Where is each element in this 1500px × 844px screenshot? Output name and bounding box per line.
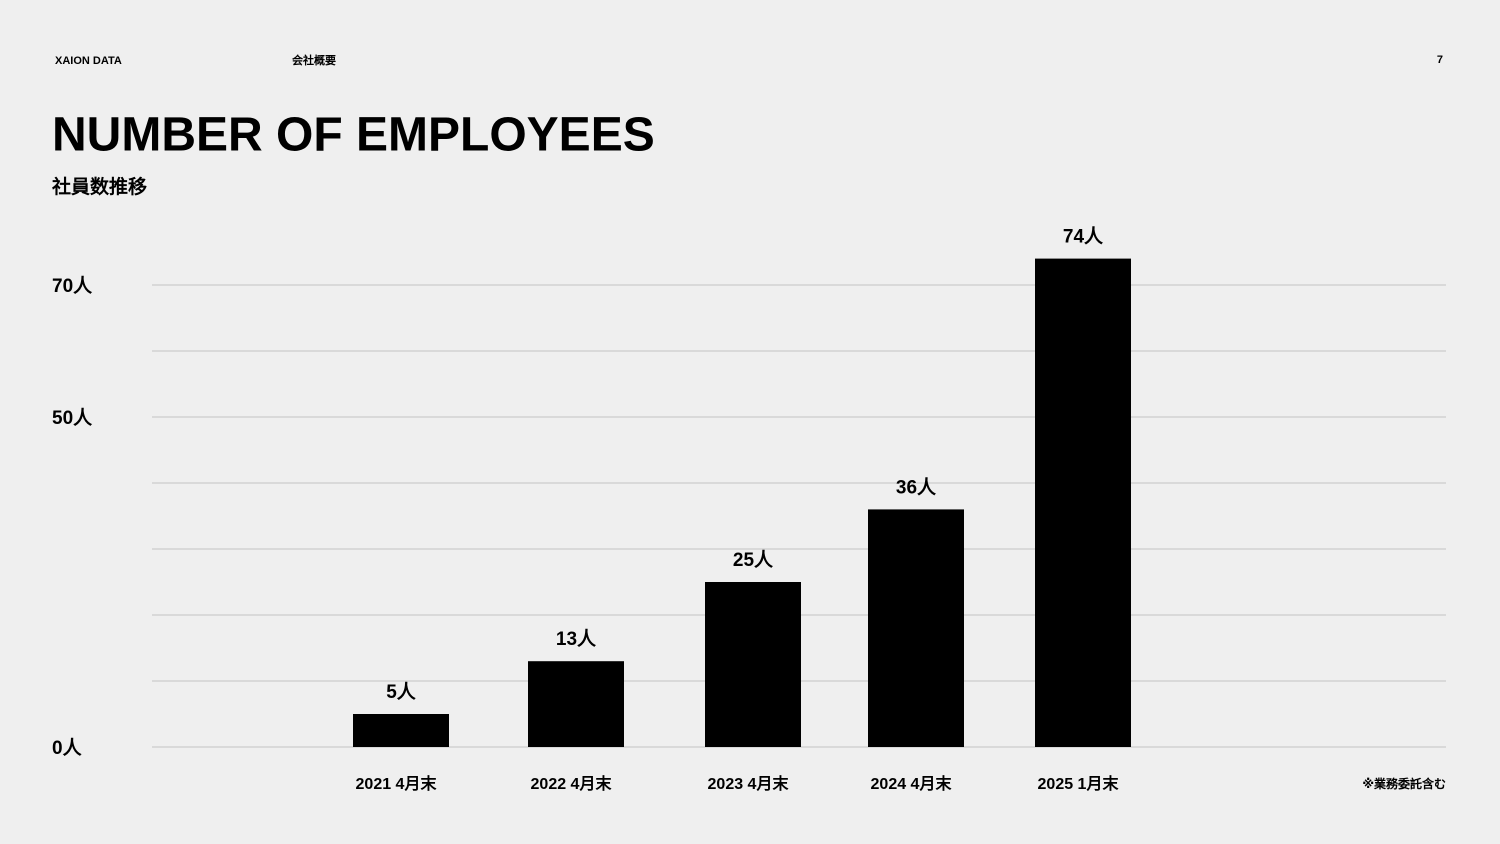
chart-title: NUMBER OF EMPLOYEES [52, 109, 655, 162]
bar [705, 582, 801, 747]
data-label: 25人 [733, 549, 774, 571]
brand: XAION DATA [55, 55, 122, 67]
x-tick-label: 2023 4月末 [708, 774, 790, 793]
y-tick-label: 50人 [52, 407, 93, 429]
y-tick-label: 0人 [52, 737, 83, 759]
bar [868, 509, 964, 747]
y-tick-label: 70人 [52, 275, 93, 297]
bar [353, 714, 449, 747]
x-tick-label: 2022 4月末 [531, 774, 613, 793]
x-tick-label: 2025 1月末 [1038, 774, 1120, 793]
data-label: 74人 [1063, 226, 1104, 248]
data-label: 36人 [896, 476, 937, 498]
data-label: 13人 [556, 628, 597, 650]
data-label: 5人 [386, 681, 417, 703]
bar [1035, 258, 1131, 747]
section: 会社概要 [292, 53, 336, 67]
bar [528, 661, 624, 747]
page-number: 7 [1437, 54, 1443, 66]
chart-subtitle: 社員数推移 [51, 175, 147, 198]
x-tick-label: 2024 4月末 [871, 774, 953, 793]
x-tick-label: 2021 4月末 [356, 774, 438, 793]
footnote: ※業務委託含む [1362, 776, 1446, 791]
